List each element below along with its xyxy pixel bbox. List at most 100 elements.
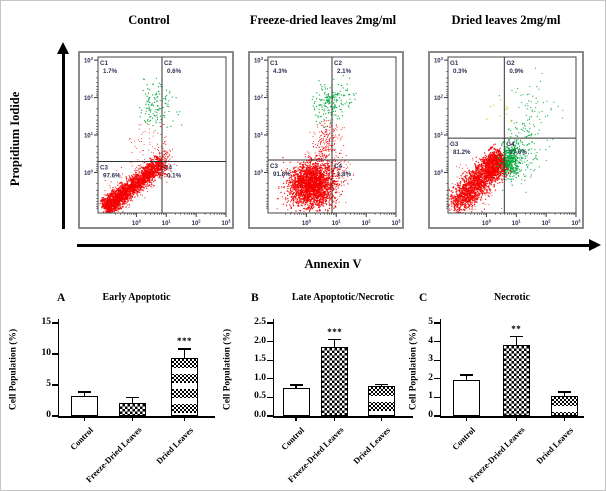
- y-tick-mark: [267, 396, 273, 399]
- bar-plot-late-apoptotic: 0.0 0.5 1.0 1.5 2.0 2.5 Control *** Freeze-Dried…: [254, 317, 413, 484]
- bar-dried-leaves: [551, 395, 579, 416]
- x-tick-mark: [83, 416, 86, 421]
- quadrant-name: G3: [450, 141, 459, 148]
- y-tick-label: 2.0: [254, 335, 266, 346]
- x-tick-label: 100: [132, 219, 142, 228]
- scatter-dots: [99, 77, 183, 213]
- y-tick-mark: [52, 415, 58, 417]
- flow-plot-dried: 103 102 101 100 100 101 102 103 G1 0.3% G2 0.9% G3 81…: [428, 51, 584, 229]
- panel-letter-a: A: [57, 292, 66, 304]
- x-tick-mark: [380, 416, 383, 421]
- flow-panel-title-control: Control: [128, 13, 170, 27]
- error-bar-line: [131, 396, 134, 405]
- error-bar-cap: [375, 384, 389, 386]
- y-tick-label: 5: [428, 317, 433, 327]
- flow-plot-control: 103 102 101 100 100 101 102 103 C1 1.7% C2 0.6% C3 97…: [78, 51, 234, 229]
- bar-freeze-dried-leaves: [119, 402, 147, 416]
- error-bar-cap: [509, 336, 523, 338]
- quadrant-name: C1: [100, 60, 108, 67]
- y-tick-mark: [267, 415, 273, 417]
- flow-plot-freeze-dried: 103 102 101 100 100 101 102 103 C1 4.3% C2 2.1% C3 91…: [248, 51, 404, 229]
- x-tick-label: 102: [542, 219, 552, 228]
- error-bar-cap: [289, 384, 303, 386]
- x-category-label: Dried Leaves: [153, 425, 195, 466]
- quadrant-percentage: 91.8%: [273, 171, 291, 178]
- y-tick-label: 100: [434, 168, 444, 177]
- error-bar-cap: [460, 374, 474, 376]
- error-bar-cap: [328, 338, 342, 340]
- y-tick-label: 0.0: [254, 410, 266, 420]
- x-tick-mark: [295, 416, 297, 421]
- y-tick-label: 15: [41, 317, 52, 327]
- y-tick-label: 103: [254, 56, 264, 65]
- y-tick-label: 101: [254, 131, 264, 140]
- chart-title-late-apoptotic: Late Apoptotic/Necrotic: [291, 292, 395, 303]
- x-tick-label: 100: [302, 219, 312, 228]
- x-axis-arrowhead-icon: [589, 239, 601, 251]
- x-axis-line: [439, 416, 584, 418]
- y-tick-mark: [52, 384, 58, 386]
- bar-freeze-dried-leaves: [321, 347, 349, 416]
- y-tick-label: 103: [434, 56, 444, 65]
- significance-marker: ***: [327, 326, 343, 337]
- quadrant-name: C1: [270, 60, 278, 67]
- x-tick-label: 103: [391, 219, 401, 228]
- x-tick-label: 103: [571, 219, 581, 228]
- quadrant-percentage: 97.6%: [103, 173, 121, 180]
- y-tick-label: 3: [428, 354, 433, 365]
- quadrant-name: C4: [164, 165, 172, 172]
- quadrant-name: C3: [270, 163, 278, 170]
- scatter-dots: [448, 67, 564, 213]
- y-tick-mark: [434, 359, 440, 361]
- quadrant-percentage: 17.6%: [509, 149, 527, 156]
- bar-control: [71, 396, 99, 416]
- flow-scatter-svg: 103 102 101 100 100 101 102 103 C14.3% C22.1% C391…: [254, 56, 401, 228]
- x-tick-mark: [515, 416, 517, 421]
- bar-plot-necrotic: 0 1 2 3 4 5 Control ** Freeze-Dried Leaves Dried …: [428, 317, 584, 484]
- quadrant-name: C2: [334, 60, 342, 67]
- error-bar-cap: [126, 396, 140, 399]
- x-tick-label: 103: [221, 219, 231, 228]
- quadrant-percentage: 4.3%: [273, 68, 288, 75]
- x-tick-mark: [563, 416, 566, 421]
- y-tick-mark: [52, 322, 58, 324]
- flow-panel-title-dried: Dried leaves 2mg/ml: [451, 13, 561, 27]
- y-tick-label: 1.0: [254, 372, 266, 383]
- error-bar-cap: [178, 348, 192, 350]
- y-tick-label: 0: [428, 410, 433, 420]
- error-bar-line: [334, 338, 336, 350]
- bar-dried-leaves: [368, 386, 396, 416]
- quadrant-name: G2: [506, 60, 515, 67]
- y-axis-line: [57, 319, 59, 416]
- y-tick-label: 101: [434, 131, 444, 140]
- error-bar-line: [183, 348, 186, 360]
- y-tick-mark: [267, 340, 273, 343]
- bar-control: [453, 379, 481, 416]
- y-axis-arrowhead-icon: [57, 42, 69, 54]
- quadrant-percentage: 1.7%: [103, 68, 118, 75]
- x-axis-label: Annexin V: [304, 257, 362, 271]
- y-tick-mark: [267, 359, 273, 361]
- quadrant-percentage: 81.2%: [453, 149, 471, 156]
- panel-letter-c: C: [419, 292, 428, 304]
- y-tick-label: 103: [84, 56, 94, 65]
- y-axis-label: Propidium Iodide: [8, 91, 22, 187]
- y-tick-label: 0.5: [254, 391, 266, 402]
- bar-control: [282, 388, 310, 416]
- significance-marker: **: [511, 324, 522, 335]
- scatter-dots: [276, 75, 357, 213]
- quadrant-percentage: 0.9%: [509, 68, 524, 75]
- y-tick-mark: [434, 322, 440, 324]
- y-tick-label: 101: [84, 131, 94, 140]
- y-tick-mark: [434, 340, 440, 343]
- quadrant-name: G1: [450, 60, 459, 67]
- y-tick-label: 1: [428, 391, 433, 402]
- x-tick-mark: [465, 416, 468, 421]
- flow-scatter-svg: 103 102 101 100 100 101 102 103 C11.7% C20.6% C397…: [84, 56, 231, 228]
- quadrant-name: G4: [506, 141, 515, 148]
- chart-b-ylabel: Cell Population (%): [222, 328, 233, 411]
- y-tick-mark: [434, 378, 440, 380]
- x-tick-label: 101: [512, 219, 522, 228]
- y-tick-label: 1.5: [254, 354, 266, 365]
- quadrant-percentage: 0.6%: [167, 68, 182, 75]
